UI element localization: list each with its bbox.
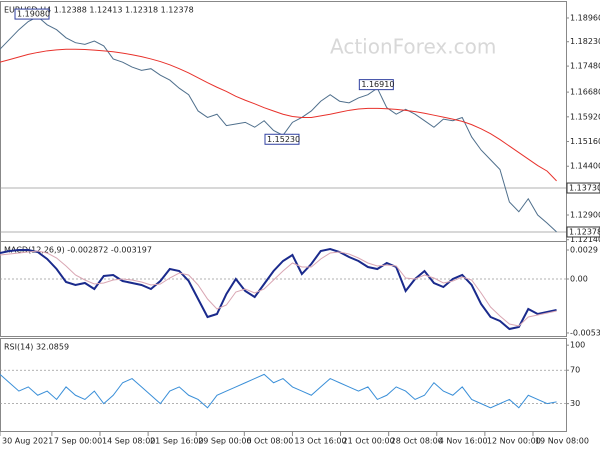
x-tick-label: 29 Sep 00:00 [198, 437, 251, 446]
panel-title: RSI(14) 32.0859 [4, 343, 69, 352]
y-tick-label: 0.0029 [570, 246, 598, 255]
annotation-box [14, 8, 50, 20]
annotation-box [358, 79, 394, 91]
panel-title: EURUSD,H4 1.12388 1.12413 1.12318 1.1237… [4, 6, 194, 15]
level-label-box [566, 226, 600, 238]
x-tick-label: 12 Nov 00:00 [487, 437, 541, 446]
annotation-label: 1.15230 [267, 135, 300, 144]
series-line [0, 250, 557, 327]
y-tick-label: 100 [570, 341, 585, 350]
level-label: 1.13730 [569, 184, 600, 193]
y-tick-label: 1.12900 [570, 211, 600, 220]
panel-frame [0, 338, 567, 432]
annotation-box [264, 133, 300, 145]
y-tick-label: -0.005396 [570, 328, 600, 337]
x-tick-label: 21 Sep 16:00 [150, 437, 203, 446]
x-tick-label: 6 Oct 08:00 [246, 437, 293, 446]
annotation-label: 1.19080 [17, 10, 50, 19]
x-tick-label: 13 Oct 16:00 [294, 437, 346, 446]
y-tick-label: 1.18960 [570, 13, 600, 22]
x-tick-label: 28 Oct 08:00 [391, 437, 443, 446]
watermark: ActionForex.com [330, 35, 496, 59]
x-tick-label: 14 Sep 08:00 [102, 437, 155, 446]
y-tick-label: 1.12140 [570, 235, 600, 244]
level-label: 1.12378 [569, 227, 600, 236]
panel-title: MACD(12,26,9) -0.002872 -0.003197 [4, 246, 152, 255]
y-tick-label: 1.14400 [570, 162, 600, 171]
series-line [0, 16, 557, 233]
y-tick-label: 1.18230 [570, 37, 600, 46]
y-tick-label: 1.16680 [570, 88, 600, 97]
y-tick-label: 0.00 [570, 275, 588, 284]
y-tick-label: 1.15160 [570, 137, 600, 146]
x-tick-label: 19 Nov 08:00 [535, 437, 589, 446]
y-tick-label: 1.17480 [570, 62, 600, 71]
series-line [0, 48, 557, 182]
y-tick-label: 70 [570, 366, 580, 375]
x-tick-label: 7 Sep 00:00 [54, 437, 102, 446]
y-tick-label: 1.15920 [570, 112, 600, 121]
series-line [0, 373, 557, 409]
y-tick-label: 30 [570, 399, 580, 408]
panel-frame [0, 241, 567, 337]
series-line [0, 247, 557, 331]
level-label-box [566, 182, 600, 194]
x-tick-label: 4 Nov 16:00 [439, 437, 488, 446]
x-tick-label: 21 Oct 00:00 [343, 437, 395, 446]
x-tick-label: 30 Aug 2021 [2, 437, 53, 446]
annotation-label: 1.16910 [361, 80, 394, 89]
